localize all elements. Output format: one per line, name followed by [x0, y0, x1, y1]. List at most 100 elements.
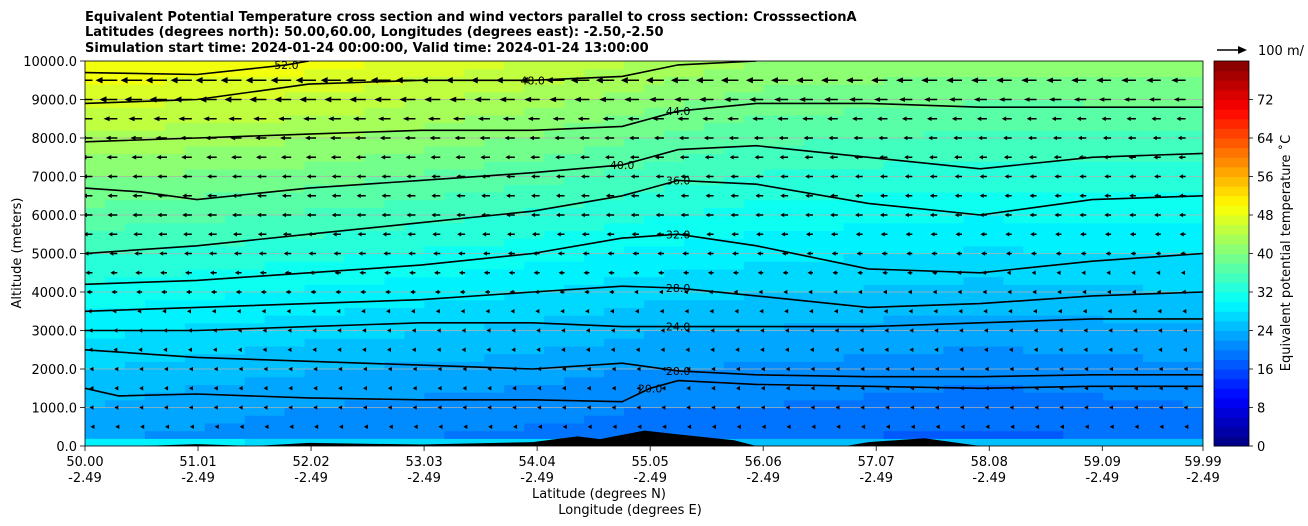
- wind-vector-head: [238, 386, 243, 391]
- field-cell: [244, 307, 266, 316]
- field-cell: [1083, 369, 1104, 378]
- field-cell: [224, 168, 246, 178]
- wind-vector-head: [610, 347, 615, 352]
- wind-vector-head: [735, 347, 740, 352]
- field-cell: [943, 245, 965, 255]
- field-cell: [584, 369, 605, 378]
- field-cell: [464, 168, 485, 178]
- field-cell: [863, 268, 885, 278]
- field-cell: [424, 253, 445, 262]
- wind-vector-head: [399, 96, 407, 103]
- wind-vector-head: [1059, 424, 1064, 429]
- field-cell: [963, 114, 984, 124]
- quiver-key: 100 m/: [1217, 44, 1305, 59]
- field-cell: [424, 330, 445, 339]
- field-cell: [444, 276, 465, 285]
- wind-vector-head: [1030, 232, 1035, 237]
- field-cell: [304, 415, 326, 424]
- field-cell: [743, 207, 765, 216]
- field-cell: [224, 422, 246, 432]
- field-cell: [1083, 99, 1104, 108]
- field-cell: [244, 161, 266, 170]
- field-cell: [644, 315, 665, 324]
- wind-vector-head: [1077, 135, 1082, 141]
- field-cell: [663, 207, 685, 216]
- field-cell: [644, 292, 665, 301]
- field-cell: [1123, 68, 1144, 77]
- field-cell: [364, 215, 386, 224]
- colorbar-band: [1214, 436, 1249, 447]
- x-tick-label: 59.99: [1184, 455, 1221, 470]
- field-cell: [1163, 345, 1184, 355]
- field-cell: [1123, 122, 1144, 131]
- field-cell: [364, 61, 386, 70]
- field-cell: [843, 330, 865, 339]
- field-cell: [923, 353, 945, 362]
- field-cell: [624, 292, 645, 301]
- wind-vector-head: [780, 212, 785, 218]
- field-cell: [564, 153, 585, 162]
- field-cell: [85, 338, 106, 347]
- field-cell: [1183, 407, 1203, 416]
- wind-vector-head: [383, 251, 388, 256]
- field-cell: [943, 261, 965, 270]
- field-cell: [504, 299, 525, 308]
- field-cell: [923, 369, 945, 378]
- field-cell: [1043, 199, 1064, 208]
- field-cell: [224, 261, 246, 270]
- field-cell: [424, 199, 445, 208]
- field-cell: [943, 276, 965, 285]
- field-cell: [584, 91, 605, 101]
- wind-vector-head: [984, 366, 989, 372]
- wind-vector-head: [331, 174, 336, 179]
- field-cell: [1023, 261, 1044, 270]
- field-cell: [743, 338, 765, 347]
- wind-vector-head: [199, 96, 207, 103]
- wind-vector-head: [1058, 347, 1063, 352]
- field-cell: [104, 330, 126, 339]
- field-cell: [903, 430, 925, 439]
- wind-vector-head: [1053, 155, 1058, 160]
- wind-vector-head: [557, 251, 562, 256]
- wind-vector-head: [835, 366, 840, 372]
- field-cell: [683, 299, 705, 308]
- field-cell: [743, 315, 765, 324]
- field-cell: [564, 268, 585, 278]
- field-cell: [124, 307, 146, 316]
- field-cell: [224, 384, 246, 393]
- field-cell: [683, 107, 705, 116]
- wind-vector-head: [579, 135, 584, 141]
- field-cell: [1083, 392, 1104, 401]
- field-cell: [1083, 191, 1104, 201]
- field-cell: [484, 230, 505, 239]
- field-cell: [344, 176, 366, 185]
- field-cell: [1023, 322, 1044, 332]
- field-cell: [504, 376, 525, 385]
- field-cell: [244, 238, 266, 247]
- field-cell: [544, 176, 565, 185]
- field-cell: [104, 338, 126, 347]
- wind-vector-head: [114, 386, 119, 391]
- field-cell: [544, 84, 565, 93]
- wind-vector-head: [263, 366, 268, 372]
- field-cell: [504, 122, 525, 131]
- wind-vector-head: [554, 135, 559, 141]
- field-cell: [424, 107, 445, 116]
- field-cell: [803, 168, 825, 178]
- wind-vector-head: [959, 386, 964, 391]
- field-cell: [604, 176, 625, 185]
- field-cell: [983, 345, 1004, 355]
- field-cell: [1003, 338, 1024, 347]
- field-cell: [624, 376, 645, 385]
- wind-vector-head: [313, 366, 318, 372]
- wind-vector-head: [881, 251, 886, 256]
- x-tick-label-lon: -2.49: [181, 471, 215, 486]
- wind-vector-head: [879, 174, 884, 179]
- field-cell: [983, 353, 1004, 362]
- field-cell: [364, 284, 386, 293]
- field-cell: [663, 114, 685, 124]
- field-cell: [204, 207, 226, 216]
- field-cell: [244, 361, 266, 370]
- field-cell: [444, 345, 465, 355]
- field-cell: [1143, 207, 1164, 216]
